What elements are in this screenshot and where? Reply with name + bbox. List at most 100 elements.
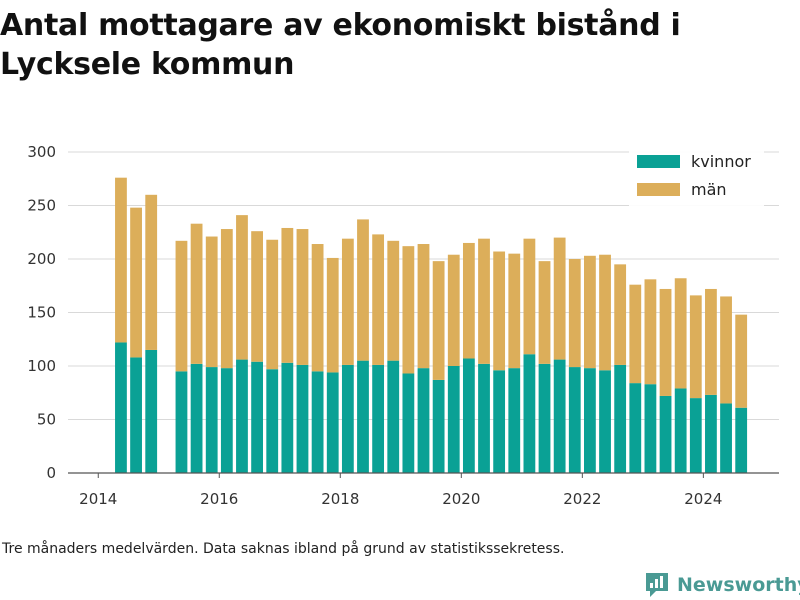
- bar-man: [175, 240, 188, 372]
- bar-kvinnor: [175, 371, 188, 473]
- y-tick-label: 200: [27, 250, 56, 268]
- bar-kvinnor: [720, 403, 732, 473]
- x-tick-label: 2016: [200, 490, 238, 508]
- bar-man: [689, 295, 702, 399]
- bar-man: [538, 261, 551, 364]
- bar-man: [705, 288, 717, 395]
- bar-man: [629, 284, 642, 384]
- bar-kvinnor: [326, 372, 339, 473]
- legend-swatch-man: [637, 183, 680, 196]
- bar-kvinnor: [236, 359, 248, 473]
- bar-kvinnor: [689, 398, 702, 473]
- bar-man: [720, 296, 732, 404]
- bar-man: [387, 240, 400, 361]
- bar-man: [432, 261, 445, 380]
- bar-kvinnor: [145, 349, 158, 473]
- bar-kvinnor: [341, 364, 354, 473]
- bar-man: [130, 207, 142, 358]
- bar-man: [251, 231, 263, 362]
- footnote: Tre månaders medelvärden. Data saknas ib…: [2, 541, 565, 557]
- bar-kvinnor: [614, 364, 627, 473]
- bar-kvinnor: [478, 363, 490, 473]
- bar-man: [205, 236, 218, 368]
- bar-man: [326, 257, 339, 373]
- y-tick-label: 150: [27, 304, 56, 322]
- bar-kvinnor: [220, 368, 233, 473]
- bar-man: [553, 237, 566, 360]
- x-tick-label: 2024: [684, 490, 722, 508]
- bar-man: [508, 253, 521, 369]
- bar-man: [296, 229, 309, 365]
- brand[interactable]: Newsworthy: [644, 570, 800, 600]
- bar-kvinnor: [311, 371, 324, 473]
- legend-label-man: män: [691, 180, 727, 199]
- bar-man: [614, 264, 627, 365]
- bar-man: [372, 234, 385, 365]
- bar-series: [115, 177, 748, 473]
- bar-kvinnor: [402, 373, 415, 473]
- bar-man: [281, 227, 294, 363]
- bar-kvinnor: [538, 363, 551, 473]
- x-tick-label: 2018: [321, 490, 359, 508]
- bar-kvinnor: [251, 361, 263, 473]
- x-axis-ticks: 2014 2016 2018 2020 2022 2024: [79, 473, 722, 508]
- bar-kvinnor: [130, 357, 142, 473]
- y-tick-label: 0: [46, 464, 56, 482]
- chart-title: Antal mottagare av ekonomiskt bistånd i …: [0, 8, 681, 82]
- bar-man: [493, 251, 506, 371]
- bar-man: [266, 239, 279, 370]
- bar-kvinnor: [357, 360, 369, 473]
- bar-man: [674, 278, 687, 389]
- bar-kvinnor: [568, 367, 581, 473]
- bar-kvinnor: [735, 407, 748, 473]
- brand-name: Newsworthy: [677, 574, 800, 596]
- bar-man: [311, 244, 324, 372]
- bar-man: [735, 314, 748, 408]
- bar-man: [644, 279, 657, 385]
- bar-kvinnor: [281, 362, 294, 473]
- y-tick-label: 50: [37, 411, 56, 429]
- bar-man: [417, 244, 430, 369]
- bar-man: [478, 238, 490, 364]
- x-tick-label: 2020: [442, 490, 480, 508]
- bar-kvinnor: [417, 368, 430, 473]
- x-tick-label: 2022: [563, 490, 601, 508]
- bar-kvinnor: [599, 370, 611, 473]
- bar-kvinnor: [644, 384, 657, 473]
- bar-man: [236, 215, 248, 360]
- legend-label-kvinnor: kvinnor: [691, 152, 751, 171]
- bar-kvinnor: [447, 366, 460, 473]
- x-tick-label: 2014: [79, 490, 117, 508]
- bar-kvinnor: [705, 394, 717, 473]
- bar-kvinnor: [205, 367, 218, 473]
- bar-man: [115, 177, 127, 343]
- bar-man: [584, 255, 596, 369]
- legend-swatch-kvinnor: [637, 155, 680, 168]
- bar-kvinnor: [553, 359, 566, 473]
- newsworthy-logo-icon: [646, 573, 668, 597]
- bar-kvinnor: [629, 383, 642, 473]
- y-tick-label: 100: [27, 357, 56, 375]
- bar-man: [190, 223, 203, 364]
- bar-man: [341, 238, 354, 365]
- bar-man: [523, 238, 536, 355]
- bar-man: [220, 229, 233, 369]
- y-tick-label: 250: [27, 197, 56, 215]
- bar-kvinnor: [584, 368, 596, 473]
- bar-man: [145, 194, 158, 350]
- bar-kvinnor: [372, 364, 385, 473]
- bar-man: [659, 288, 672, 396]
- bar-kvinnor: [387, 360, 400, 473]
- bar-kvinnor: [115, 342, 127, 473]
- y-tick-label: 300: [27, 143, 56, 161]
- bar-kvinnor: [462, 358, 475, 473]
- bar-kvinnor: [296, 364, 309, 473]
- bar-man: [568, 259, 581, 368]
- bar-man: [447, 254, 460, 366]
- bar-man: [357, 219, 369, 361]
- y-axis-ticks: 0 50 100 150 200 250 300: [27, 143, 56, 482]
- bar-kvinnor: [508, 368, 521, 473]
- bar-kvinnor: [659, 395, 672, 473]
- bar-man: [599, 254, 611, 371]
